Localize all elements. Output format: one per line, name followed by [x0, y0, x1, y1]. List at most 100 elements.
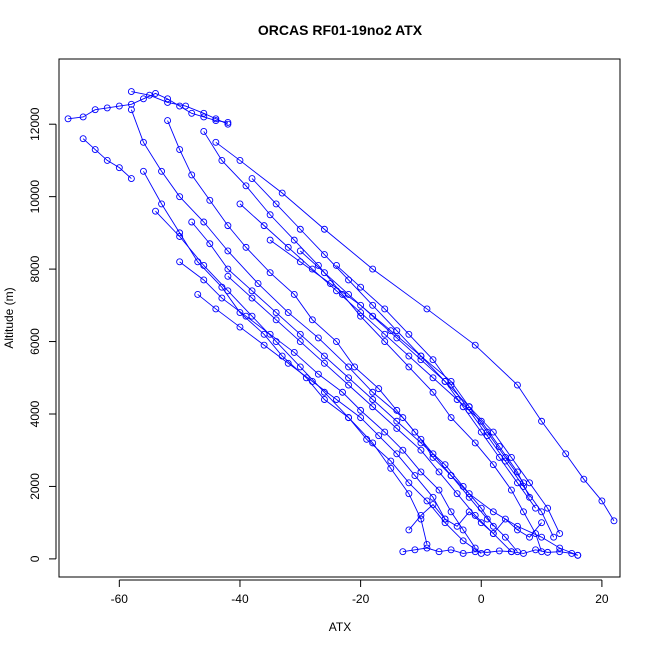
series-line [251, 178, 561, 534]
data-point [327, 280, 334, 288]
data-point [266, 330, 274, 338]
series-line [191, 221, 494, 527]
data-point [399, 414, 407, 422]
y-tick-label: 10000 [28, 180, 42, 214]
data-point [127, 88, 135, 96]
data-point [369, 301, 377, 309]
data-point [140, 95, 147, 103]
data-point [357, 414, 365, 422]
data-point [417, 468, 425, 476]
data-point [417, 352, 425, 360]
series-12 [194, 291, 449, 523]
series-17 [127, 88, 232, 128]
data-point [296, 247, 304, 255]
data-point [320, 359, 328, 367]
data-point [453, 490, 461, 498]
data-point [514, 522, 521, 530]
data-point [224, 222, 232, 230]
data-point [200, 218, 208, 226]
data-point [471, 341, 479, 349]
data-point [242, 182, 250, 190]
data-point [393, 417, 401, 425]
data-point [471, 511, 479, 519]
data-point [417, 511, 425, 519]
data-point [224, 265, 232, 273]
data-point [164, 99, 172, 106]
data-point [284, 309, 292, 317]
x-tick-label: 0 [478, 592, 485, 606]
series-line [402, 547, 578, 556]
data-point [598, 497, 606, 505]
data-point [423, 305, 431, 313]
data-point [507, 454, 515, 461]
y-tick-label: 2000 [28, 473, 42, 500]
series-13 [248, 175, 564, 537]
series-line [197, 294, 446, 520]
data-point [296, 338, 304, 345]
data-point [417, 435, 425, 443]
data-point [459, 537, 467, 545]
data-point [212, 115, 220, 123]
data-point [103, 156, 111, 164]
series-line [67, 92, 228, 123]
data-point [320, 396, 328, 403]
data-point [140, 167, 147, 175]
series-1 [64, 89, 232, 126]
data-point [459, 482, 467, 490]
data-point [333, 396, 340, 403]
data-point [435, 486, 443, 494]
data-point [453, 396, 461, 403]
data-point [405, 352, 413, 360]
data-point [532, 546, 539, 554]
data-point [176, 193, 184, 201]
data-point [369, 439, 377, 447]
data-point [290, 236, 298, 244]
data-point [200, 262, 208, 269]
data-point [200, 109, 208, 117]
data-point [91, 106, 99, 114]
data-point [375, 385, 383, 393]
data-point [369, 312, 377, 320]
data-point [429, 450, 437, 458]
data-point [441, 515, 449, 523]
data-point [127, 106, 135, 114]
data-point [140, 138, 147, 146]
data-point [483, 515, 491, 523]
data-point [489, 522, 497, 530]
plot-frame [58, 58, 621, 578]
data-point [381, 305, 389, 313]
data-point [176, 233, 184, 240]
data-point [520, 508, 527, 516]
data-point [296, 363, 304, 371]
series-line [131, 91, 229, 125]
data-point [447, 508, 455, 516]
data-point [296, 225, 304, 233]
data-point [308, 316, 316, 324]
data-point [477, 504, 485, 512]
data-point [339, 388, 346, 396]
x-tick-label: -40 [231, 592, 249, 606]
y-axis-label: Altitude (m) [2, 287, 16, 348]
y-axis: 0 2000 4000 6000 8000 10000 12000 [28, 107, 57, 562]
data-point [224, 287, 232, 295]
y-tick-label: 6000 [28, 328, 42, 355]
series-line [82, 138, 132, 179]
data-point [320, 225, 328, 233]
data-point [556, 544, 564, 552]
data-point [164, 95, 172, 103]
data-point [176, 146, 184, 154]
data-point [272, 200, 280, 208]
data-point [507, 486, 515, 494]
data-point [200, 113, 208, 121]
y-tick-label: 0 [28, 555, 42, 562]
data-point [176, 258, 184, 266]
data-point [441, 519, 449, 527]
data-point [242, 312, 250, 320]
data-point [423, 540, 431, 548]
y-tick-label: 12000 [28, 107, 42, 141]
data-point [423, 497, 431, 505]
data-point [284, 359, 292, 367]
data-point [278, 189, 286, 197]
series-4 [200, 127, 546, 556]
data-point [369, 403, 377, 411]
